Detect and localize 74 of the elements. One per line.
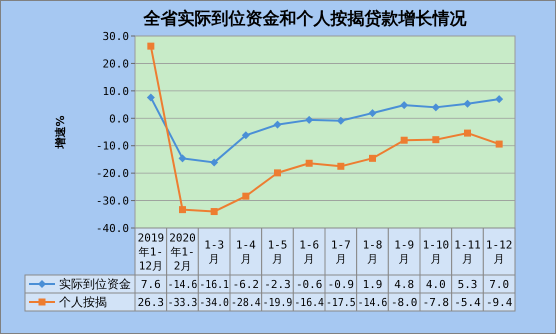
x-tick-label: 1-10月 — [422, 238, 450, 266]
y-tick-label: -10.0 — [96, 140, 129, 153]
x-tick-label: 1-8月 — [362, 238, 382, 266]
point — [400, 136, 408, 144]
point — [210, 208, 218, 216]
point — [464, 130, 471, 137]
data-label: 5.3 — [458, 278, 478, 291]
data-label: -16.1 — [199, 278, 232, 291]
point — [305, 116, 314, 124]
point — [147, 42, 154, 50]
point — [337, 162, 344, 170]
point — [432, 136, 440, 144]
data-label: -8.0 — [390, 296, 418, 309]
point — [496, 140, 503, 148]
y-tick-label: -30.0 — [96, 194, 129, 208]
legend-实际到位资金: 实际到位资金 — [29, 277, 131, 291]
data-label: -14.6 — [168, 278, 201, 291]
y-axis-title: 增速% — [54, 115, 67, 150]
data-label: -9.4 — [486, 296, 513, 309]
data-label: 1.9 — [362, 278, 382, 291]
point — [368, 109, 376, 118]
x-tick-label: 1-6月 — [299, 238, 320, 266]
point — [274, 169, 281, 176]
point — [179, 206, 186, 214]
point — [242, 192, 250, 200]
point — [146, 93, 155, 102]
y-tick-label: 10.0 — [102, 84, 129, 98]
y-tick-label: 20.0 — [102, 57, 129, 70]
data-label: -16.4 — [294, 296, 328, 309]
legend-label: 个人按揭 — [59, 295, 107, 309]
y-tick-label: -40.0 — [96, 222, 129, 235]
point — [210, 158, 218, 166]
data-label: 4.0 — [426, 278, 446, 291]
y-tick-label: -20.0 — [96, 167, 129, 180]
data-label: -5.4 — [454, 296, 482, 309]
data-label: -6.2 — [232, 278, 260, 291]
point — [495, 95, 504, 104]
data-label: -14.6 — [358, 296, 391, 309]
data-label: -0.6 — [296, 278, 322, 291]
x-tick-label: 2020年1-2月 — [169, 232, 196, 272]
data-label: -7.8 — [422, 296, 450, 309]
point — [400, 101, 408, 110]
y-tick-label: 0.0 — [109, 112, 129, 126]
point — [432, 103, 440, 112]
data-label: 7.6 — [140, 278, 161, 291]
x-tick-label: 1-7月 — [330, 238, 351, 266]
data-label: -34.0 — [199, 296, 232, 309]
x-tick-label: 1-4月 — [236, 238, 256, 266]
chart-title: 全省实际到位资金和个人按揭贷款增长情况 — [142, 9, 468, 29]
x-tick-label: 1-11月 — [454, 238, 481, 266]
data-label: -17.5 — [326, 296, 360, 309]
x-tick-label: 2019年1-12月 — [138, 232, 164, 272]
legend-label: 实际到位资金 — [59, 277, 131, 291]
point — [242, 131, 250, 140]
data-label: -28.4 — [231, 296, 264, 309]
data-label: 26.3 — [138, 296, 164, 309]
data-label: 7.0 — [489, 278, 510, 291]
data-label: -19.9 — [262, 296, 296, 309]
point — [274, 120, 282, 129]
point — [178, 154, 186, 162]
y-tick-label: 30.0 — [102, 30, 129, 43]
x-tick-label: 1-12月 — [486, 238, 512, 266]
data-label: -2.3 — [264, 278, 291, 291]
data-label: -0.9 — [328, 278, 354, 291]
legend-个人按揭: 个人按揭 — [29, 295, 107, 309]
x-tick-label: 1-5月 — [268, 238, 288, 266]
point — [306, 160, 313, 167]
point — [369, 154, 376, 162]
point — [336, 116, 345, 125]
data-label: -33.3 — [168, 296, 201, 309]
data-label: 4.8 — [394, 278, 414, 291]
x-tick-label: 1-9月 — [394, 238, 414, 266]
x-tick-label: 1-3月 — [204, 238, 224, 266]
point — [464, 100, 472, 108]
